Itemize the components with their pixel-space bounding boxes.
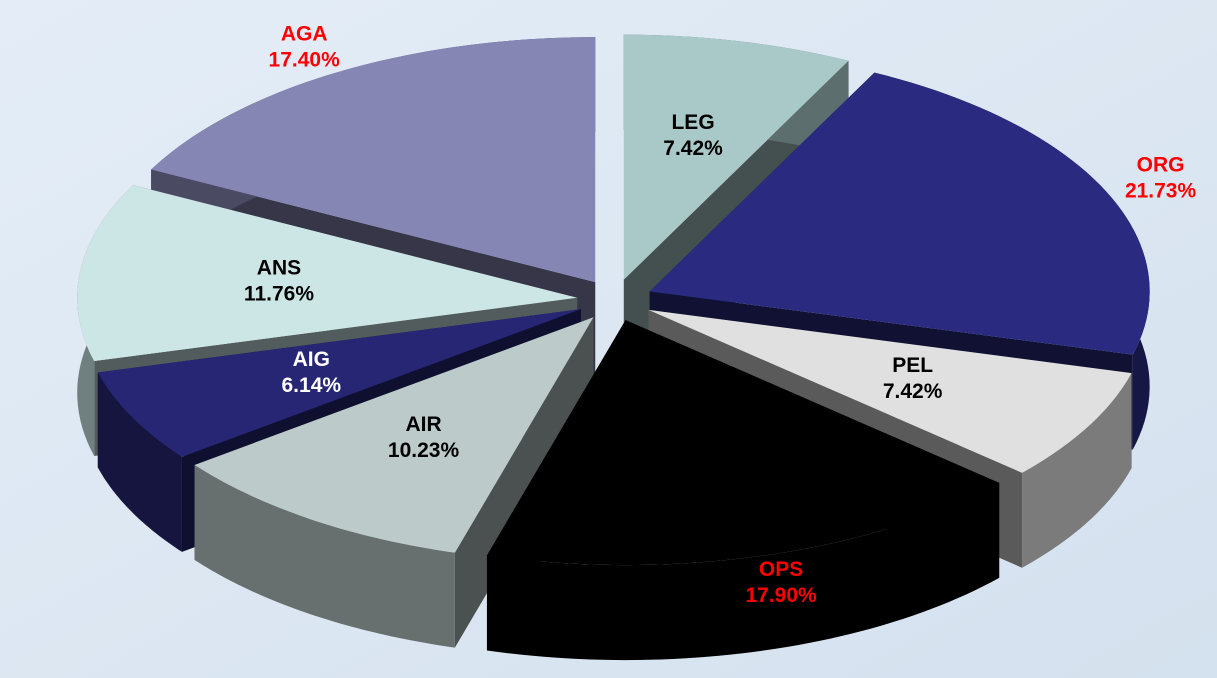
slice-label: AIR — [405, 413, 441, 436]
slice-value: 7.42% — [663, 137, 723, 160]
slice-wall — [194, 464, 455, 648]
slice-label: OPS — [759, 558, 803, 581]
slice-value: 7.42% — [883, 380, 943, 403]
slice-label: AGA — [281, 22, 328, 45]
slice-wall — [97, 372, 182, 552]
slice-label: ANS — [257, 256, 301, 279]
slice-value: 17.40% — [269, 48, 341, 71]
slice-top — [97, 309, 581, 457]
slice-label: LEG — [671, 111, 714, 134]
slice-top — [194, 317, 594, 553]
slice-value: 10.23% — [388, 439, 460, 462]
slice-value: 11.76% — [244, 282, 314, 305]
slice-wall — [486, 482, 1000, 661]
slices — [77, 34, 1150, 661]
labels: LEG 7.42% ORG 21.73% PEL 7.42% OPS 17.90% AIR 10.… — [244, 22, 1197, 607]
slice-top — [648, 309, 1132, 473]
slice-value: 17.90% — [745, 584, 817, 607]
slice-top — [623, 34, 849, 280]
slice-top — [151, 37, 596, 283]
slice — [486, 320, 1000, 661]
slice-top — [77, 185, 578, 362]
slice-value: 21.73% — [1125, 180, 1197, 203]
slice-label: PEL — [892, 354, 933, 377]
slice-wall — [1022, 373, 1132, 568]
slice-top — [486, 320, 1000, 566]
slice-label: ORG — [1137, 154, 1185, 177]
slice-top — [649, 72, 1150, 355]
slice-label: AIG — [293, 348, 330, 371]
slice-value: 6.14% — [282, 374, 342, 397]
